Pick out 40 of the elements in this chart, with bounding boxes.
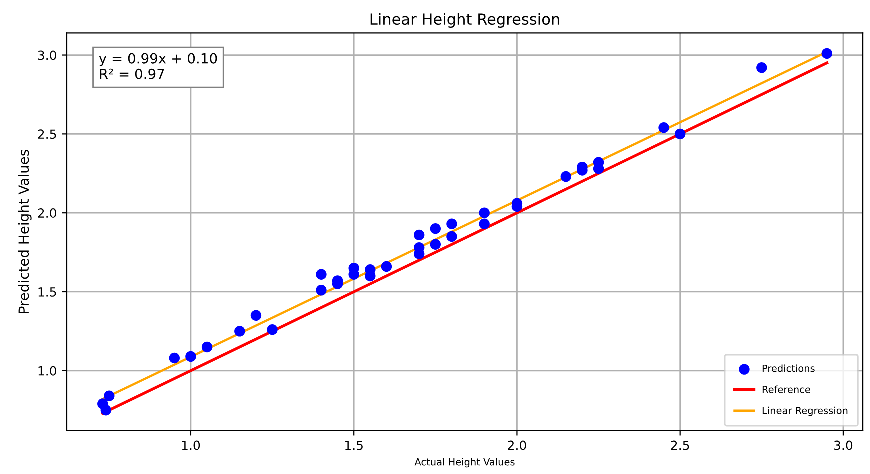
x-tick-label: 3.0: [834, 440, 853, 450]
point: [414, 230, 425, 241]
annotation: y = 0.99x + 0.10 R² = 0.97: [99, 53, 218, 80]
point: [100, 404, 112, 416]
y-tick-label: 3.0: [38, 50, 56, 60]
y-tick-label: 1.0: [38, 366, 56, 376]
x-tick-label: 2.5: [671, 440, 690, 450]
point: [186, 351, 196, 362]
legend-label: Predictions: [762, 364, 815, 372]
y-tick-label: 1.5: [38, 288, 56, 297]
point: [479, 218, 490, 230]
point: [822, 48, 833, 60]
x-tick-label: 2.0: [508, 440, 526, 450]
y-tick-label: 2.0: [38, 208, 56, 218]
point: [446, 218, 458, 230]
y-axis-title: Predicted Height Values: [18, 150, 32, 314]
chart-title: Linear Height Regression: [370, 13, 560, 28]
point: [756, 62, 768, 74]
point: [267, 324, 278, 336]
point: [658, 122, 670, 134]
point: [560, 171, 572, 182]
point: [316, 285, 327, 296]
point: [169, 352, 180, 364]
point: [250, 310, 262, 322]
y-tick-label: 2.5: [38, 130, 56, 140]
legend-label: Linear Regression: [762, 406, 848, 416]
x-axis-title: Actual Height Values: [414, 458, 515, 468]
point: [479, 208, 490, 218]
point: [104, 390, 115, 402]
x-tick-label: 1.0: [182, 440, 200, 450]
legend-label: Reference: [762, 386, 810, 394]
point: [430, 239, 442, 250]
point: [446, 231, 458, 242]
point: [674, 128, 686, 140]
point: [381, 261, 392, 272]
point: [202, 342, 213, 353]
point: [430, 224, 442, 234]
point: [316, 269, 327, 280]
x-tick-label: 1.5: [346, 440, 363, 450]
point: [234, 326, 246, 337]
